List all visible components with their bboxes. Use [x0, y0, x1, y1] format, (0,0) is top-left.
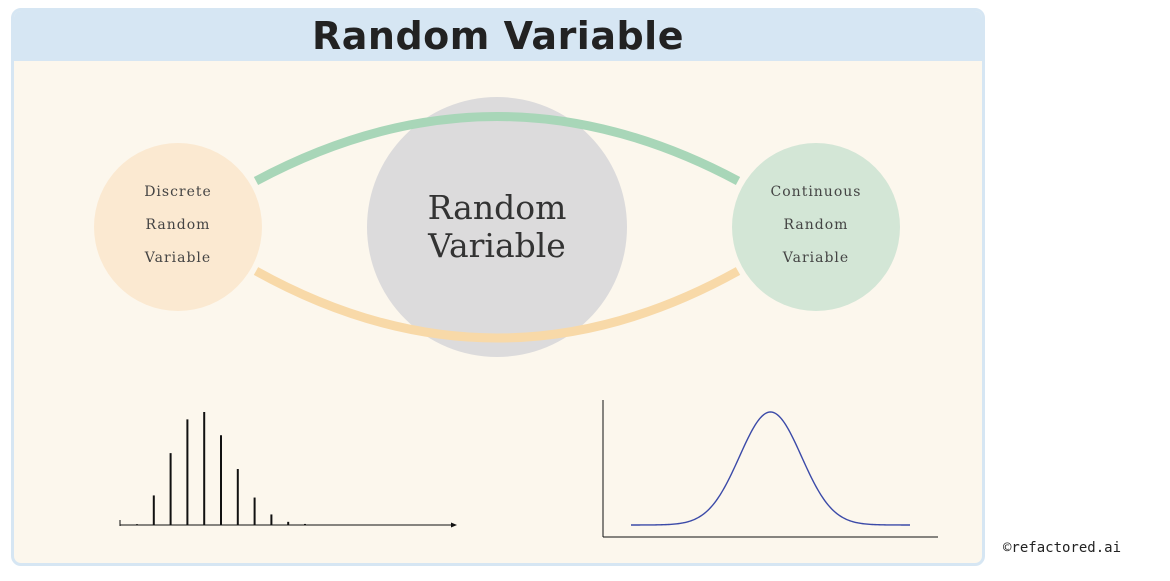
pdf-curve [630, 411, 911, 526]
discrete-pmf-chart [119, 412, 457, 528]
continuous-pdf-chart [602, 400, 938, 538]
continuous-label-line1: Continuous [770, 184, 862, 200]
continuous-circle [732, 143, 900, 311]
continuous-label-line3: Variable [782, 250, 850, 266]
center-label-line1: Random [427, 188, 567, 227]
discrete-label-line2: Random [145, 217, 211, 233]
discrete-node-label: Discrete Random Variable [118, 176, 238, 275]
discrete-label-line1: Discrete [144, 184, 212, 200]
page-title: Random Variable [312, 14, 684, 58]
discrete-label-line3: Variable [144, 250, 212, 266]
continuous-label-line2: Random [783, 217, 849, 233]
center-label-line2: Variable [428, 226, 566, 265]
pmf-axis-arrow [451, 522, 457, 528]
discrete-circle [94, 143, 262, 311]
center-circle [367, 97, 627, 357]
credit-text: ©refactored.ai [1003, 540, 1122, 556]
continuous-node-label: Continuous Random Variable [751, 176, 881, 275]
title-bar: Random Variable [14, 11, 982, 61]
center-node-label: Random Variable [397, 189, 597, 265]
top-connector-arc [253, 112, 741, 185]
bottom-connector-arc [253, 267, 741, 343]
